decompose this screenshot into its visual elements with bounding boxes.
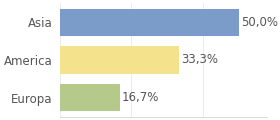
Bar [60, 84, 120, 111]
Text: 16,7%: 16,7% [122, 91, 159, 104]
Text: 33,3%: 33,3% [181, 54, 218, 66]
Bar [60, 9, 239, 36]
Bar [60, 46, 179, 74]
Text: 50,0%: 50,0% [241, 16, 278, 29]
